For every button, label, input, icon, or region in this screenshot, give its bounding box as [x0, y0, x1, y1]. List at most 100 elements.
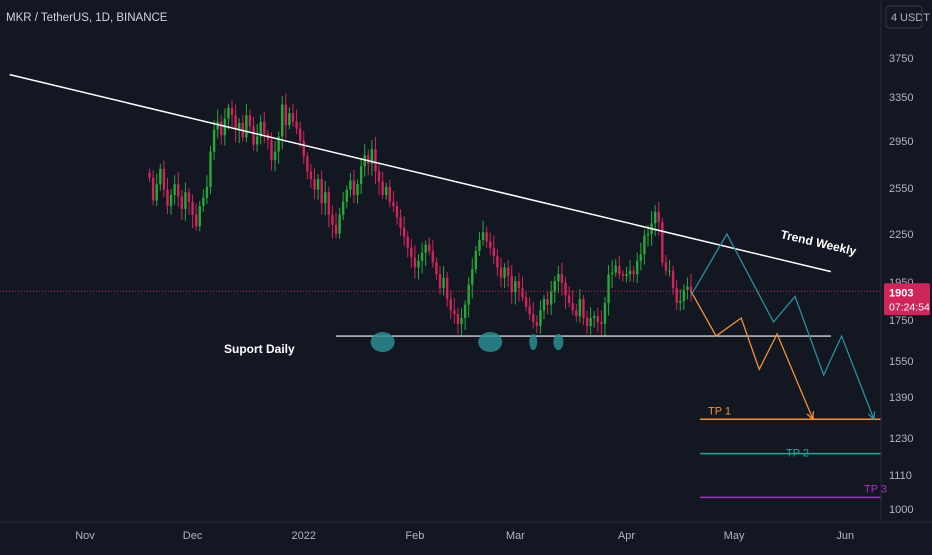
candle-body: [442, 277, 445, 289]
candle-body: [237, 122, 241, 130]
symbol-title: MKR / TetherUS, 1D, BINANCE: [6, 12, 168, 24]
trend-weekly-line[interactable]: [9, 73, 832, 273]
candle-body: [628, 270, 632, 275]
candle-body: [202, 197, 205, 207]
candle-body: [489, 241, 492, 248]
price-scale-unit[interactable]: USDT: [900, 12, 930, 24]
candle-body: [514, 281, 517, 292]
candle-body: [557, 274, 560, 282]
candle-body: [259, 121, 262, 137]
candle-body: [209, 151, 212, 187]
support-touch-marker: [529, 334, 538, 351]
candle-body: [582, 299, 585, 319]
candle-body: [596, 316, 599, 322]
candle-body: [410, 247, 413, 258]
projection-path-orange[interactable]: [690, 290, 814, 420]
price-tick-label: 1550: [889, 356, 913, 368]
candle-body: [324, 192, 327, 204]
candle-body: [155, 184, 158, 201]
candle-body: [270, 139, 273, 161]
price-tick-label: 1230: [889, 433, 913, 445]
candle-body: [671, 270, 675, 289]
price-tick-label: 1750: [889, 315, 913, 327]
candle-body: [255, 136, 259, 145]
candle-body: [162, 168, 166, 190]
candle-body: [191, 201, 194, 215]
target-label-tp2: TP 2: [786, 448, 809, 460]
annotation-lines-group: [0, 73, 881, 499]
time-tick-label: Dec: [183, 530, 203, 542]
candle-body: [535, 321, 539, 326]
candle-body: [607, 274, 610, 303]
candle-body: [341, 201, 345, 215]
candle-body: [263, 121, 266, 135]
price-tick-label: 2250: [889, 229, 913, 241]
candle-body: [424, 244, 427, 253]
candle-body: [205, 186, 209, 198]
candle-body: [474, 251, 478, 270]
candle-body: [449, 299, 452, 311]
candle-body: [159, 168, 162, 185]
price-tick-label: 3750: [889, 53, 913, 65]
candle-body: [646, 233, 650, 236]
projection-path-teal[interactable]: [690, 232, 875, 420]
candle-body: [284, 104, 288, 126]
candle-body: [521, 288, 524, 298]
projection-path-teal-arrowhead: [867, 411, 876, 421]
time-axis[interactable]: Nov Dec 2022 Feb Mar Apr May Jun: [75, 530, 854, 542]
candle-body: [621, 274, 625, 276]
candle-body: [571, 302, 574, 311]
candle-body: [471, 269, 474, 285]
time-tick-label: 2022: [292, 530, 316, 542]
candle-body: [148, 172, 151, 178]
candles-group: [148, 93, 693, 336]
unit-box[interactable]: [885, 5, 923, 29]
candle-body: [542, 299, 546, 311]
candle-body: [492, 247, 496, 256]
candle-body: [173, 184, 176, 196]
price-axis[interactable]: 4 USDT37503350295025502250195017501550139…: [884, 5, 930, 516]
candle-body: [575, 310, 578, 317]
candle-body: [485, 232, 488, 242]
candle-body: [657, 211, 660, 222]
time-tick-label: Jun: [836, 530, 854, 542]
candle-body: [549, 291, 553, 305]
target-label-tp3: TP 3: [864, 483, 887, 495]
candle-body: [334, 224, 338, 234]
candle-body: [481, 232, 485, 241]
candle-body: [618, 265, 621, 275]
candle-body: [603, 302, 607, 324]
candle-body: [313, 179, 316, 190]
candle-body: [381, 181, 384, 196]
candle-body: [463, 304, 467, 319]
candle-body: [234, 115, 237, 130]
candle-body: [359, 166, 363, 185]
candle-body: [653, 211, 657, 224]
time-tick-label: May: [724, 530, 745, 542]
candle-body: [456, 314, 460, 324]
candle-body: [532, 314, 535, 322]
candle-body: [417, 260, 420, 268]
candle-body: [567, 295, 571, 303]
candle-body: [503, 267, 506, 278]
candle-body: [632, 270, 635, 275]
candle-body: [392, 201, 395, 207]
candle-body: [413, 257, 417, 268]
candle-body: [499, 267, 503, 278]
target-label-tp1: TP 1: [708, 405, 731, 417]
candle-body: [428, 244, 431, 252]
time-tick-label: Nov: [75, 530, 95, 542]
time-tick-label: Mar: [506, 530, 525, 542]
candle-body: [184, 192, 187, 209]
candle-body: [460, 318, 463, 324]
price-tick-label: 3350: [889, 92, 913, 104]
price-tick-label: 2950: [889, 136, 913, 148]
support-touch-marker: [370, 332, 395, 353]
candle-body: [668, 270, 671, 272]
candle-body: [187, 192, 191, 202]
candle-body: [578, 299, 582, 317]
candle-body: [302, 141, 305, 157]
candle-body: [198, 206, 201, 227]
candle-body: [288, 113, 291, 126]
